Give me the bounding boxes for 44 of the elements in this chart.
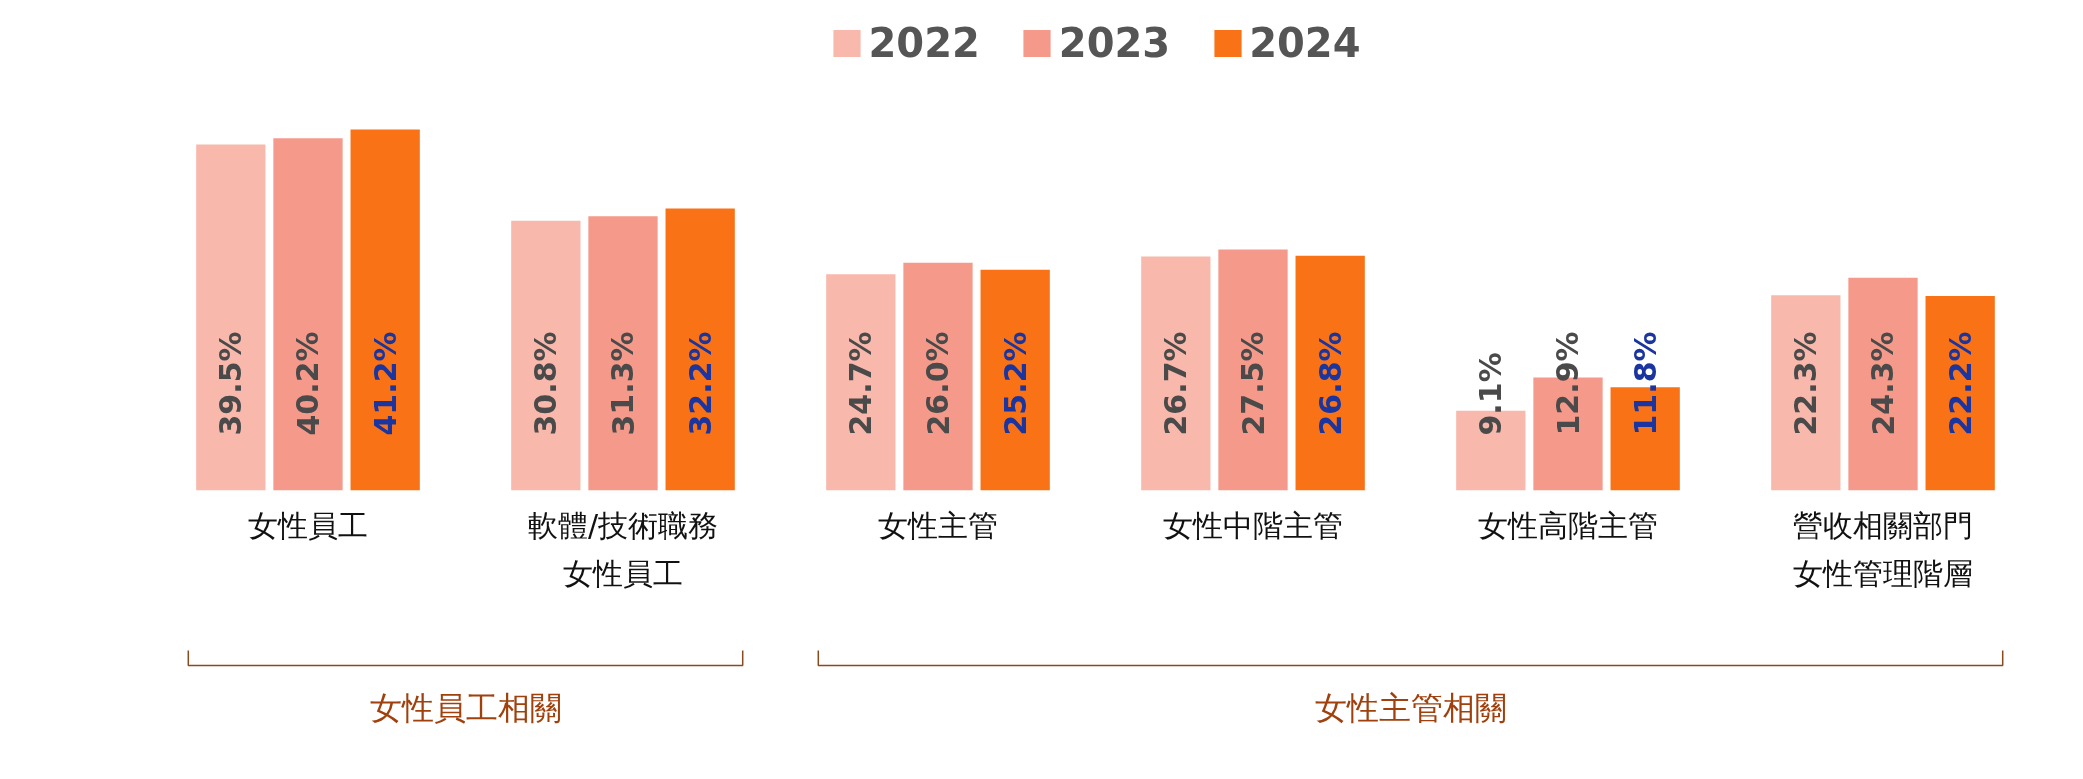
data-label: 30.8%: [528, 331, 564, 436]
data-label: 39.5%: [213, 331, 249, 436]
bar: [1848, 277, 1918, 491]
data-label: 25.2%: [997, 331, 1033, 436]
bar: [511, 220, 581, 491]
bar: [196, 144, 266, 491]
bar: [350, 129, 420, 491]
bar: [1771, 295, 1841, 491]
legend-label: 2023: [1058, 20, 1171, 66]
text: 女性主管相關: [1314, 689, 1507, 727]
x-tick-label: 女性員工: [248, 508, 368, 543]
data-label: 26.7%: [1158, 331, 1194, 436]
data-label: 22.3%: [1788, 331, 1824, 436]
x-tick-label: 女性中階主管: [1163, 508, 1343, 543]
bar: [1141, 256, 1211, 491]
bar: [980, 269, 1050, 491]
bar: [903, 262, 973, 491]
data-label: 26.0%: [920, 331, 956, 436]
data-label: 26.8%: [1312, 331, 1348, 436]
bar: [1925, 296, 1995, 491]
bar: [588, 216, 658, 491]
legend-label: 2022: [868, 20, 980, 66]
data-label: 9.1%: [1473, 352, 1509, 436]
x-tick-label: 女性主管: [878, 508, 998, 543]
data-label: 31.3%: [605, 331, 641, 436]
text: 女性員工相關: [369, 689, 562, 727]
x-tick-label: 女性高階主管: [1478, 508, 1658, 543]
bar: [1295, 255, 1365, 491]
bar: [273, 138, 343, 491]
bar: [1218, 249, 1288, 491]
bar: [826, 274, 896, 491]
x-tick-label: 軟體/技術職務女性員工: [527, 508, 719, 591]
data-label: 11.8%: [1627, 331, 1663, 436]
data-label: 24.7%: [843, 331, 879, 436]
data-label: 12.9%: [1550, 331, 1586, 436]
data-label: 24.3%: [1865, 331, 1901, 436]
bar: [665, 208, 735, 491]
x-tick-label: 營收相關部門女性管理階層: [1793, 508, 1973, 591]
data-label: 40.2%: [290, 331, 326, 436]
data-label: 27.5%: [1235, 331, 1271, 436]
data-label: 41.2%: [367, 331, 403, 436]
legend-label: 2024: [1249, 20, 1361, 66]
data-label: 32.2%: [682, 331, 718, 436]
data-label: 22.2%: [1942, 331, 1978, 436]
